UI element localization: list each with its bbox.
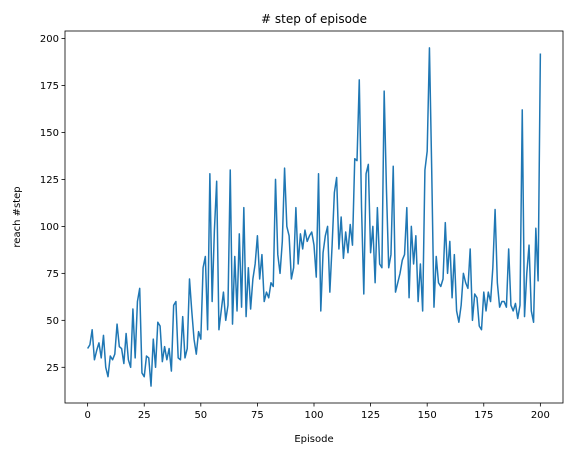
y-tick-label: 50 bbox=[46, 316, 59, 327]
y-tick-label: 75 bbox=[46, 269, 59, 280]
x-tick-label: 150 bbox=[418, 410, 437, 421]
x-tick-label: 125 bbox=[361, 410, 380, 421]
data-line bbox=[86, 47, 542, 387]
y-tick-label: 175 bbox=[40, 81, 59, 92]
x-tick-label: 175 bbox=[474, 410, 493, 421]
y-tick-label: 150 bbox=[40, 128, 59, 139]
x-tick-label: 0 bbox=[84, 410, 90, 421]
y-tick-label: 125 bbox=[40, 175, 59, 186]
x-tick-label: 200 bbox=[531, 410, 550, 421]
x-tick-label: 100 bbox=[304, 410, 323, 421]
y-tick-label: 100 bbox=[40, 222, 59, 233]
plot-frame bbox=[64, 30, 564, 404]
x-tick-label: 25 bbox=[138, 410, 151, 421]
y-tick-label: 25 bbox=[46, 363, 59, 374]
x-tick-label: 75 bbox=[251, 410, 264, 421]
y-tick-label: 200 bbox=[40, 34, 59, 45]
chart-title: # step of episode bbox=[261, 12, 367, 26]
y-axis-label: reach #step bbox=[12, 186, 23, 247]
x-tick-label: 50 bbox=[194, 410, 207, 421]
x-axis-label: Episode bbox=[294, 434, 333, 445]
